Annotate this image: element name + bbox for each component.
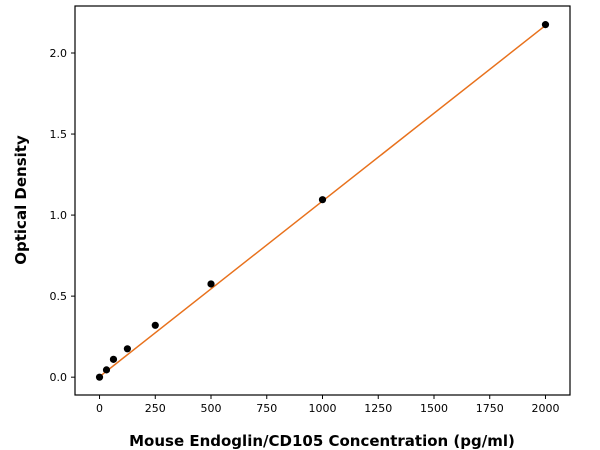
y-tick-label: 2.0 [50,47,68,60]
x-tick-label: 500 [201,402,222,415]
data-point [95,373,104,381]
data-point [151,321,159,329]
x-tick-label: 1000 [309,402,337,415]
y-tick-label: 0.0 [50,371,68,384]
y-tick-label: 1.0 [50,209,68,222]
data-point [318,196,327,204]
x-tick-label: 2000 [531,402,559,415]
x-tick-label: 1750 [476,402,504,415]
plot-area [74,5,571,396]
y-axis-ticks: 0.0 0.5 1.0 1.5 2.0 [50,47,75,384]
x-tick-label: 1500 [420,402,448,415]
x-tick-label: 0 [96,402,103,415]
data-point [109,355,118,363]
y-tick-label: 0.5 [50,290,68,303]
y-tick-label: 1.5 [50,128,68,141]
x-tick-label: 1250 [364,402,392,415]
data-point [102,366,111,374]
x-axis-ticks: 0 250 500 750 1000 1250 1500 1750 2000 [96,395,559,415]
x-axis-label: Mouse Endoglin/CD105 Concentration (pg/m… [129,432,515,450]
x-tick-label: 250 [145,402,166,415]
data-point [123,345,131,353]
x-tick-label: 750 [256,402,277,415]
data-point [541,21,550,29]
y-axis-label: Optical Density [12,135,30,265]
data-point [207,280,215,288]
